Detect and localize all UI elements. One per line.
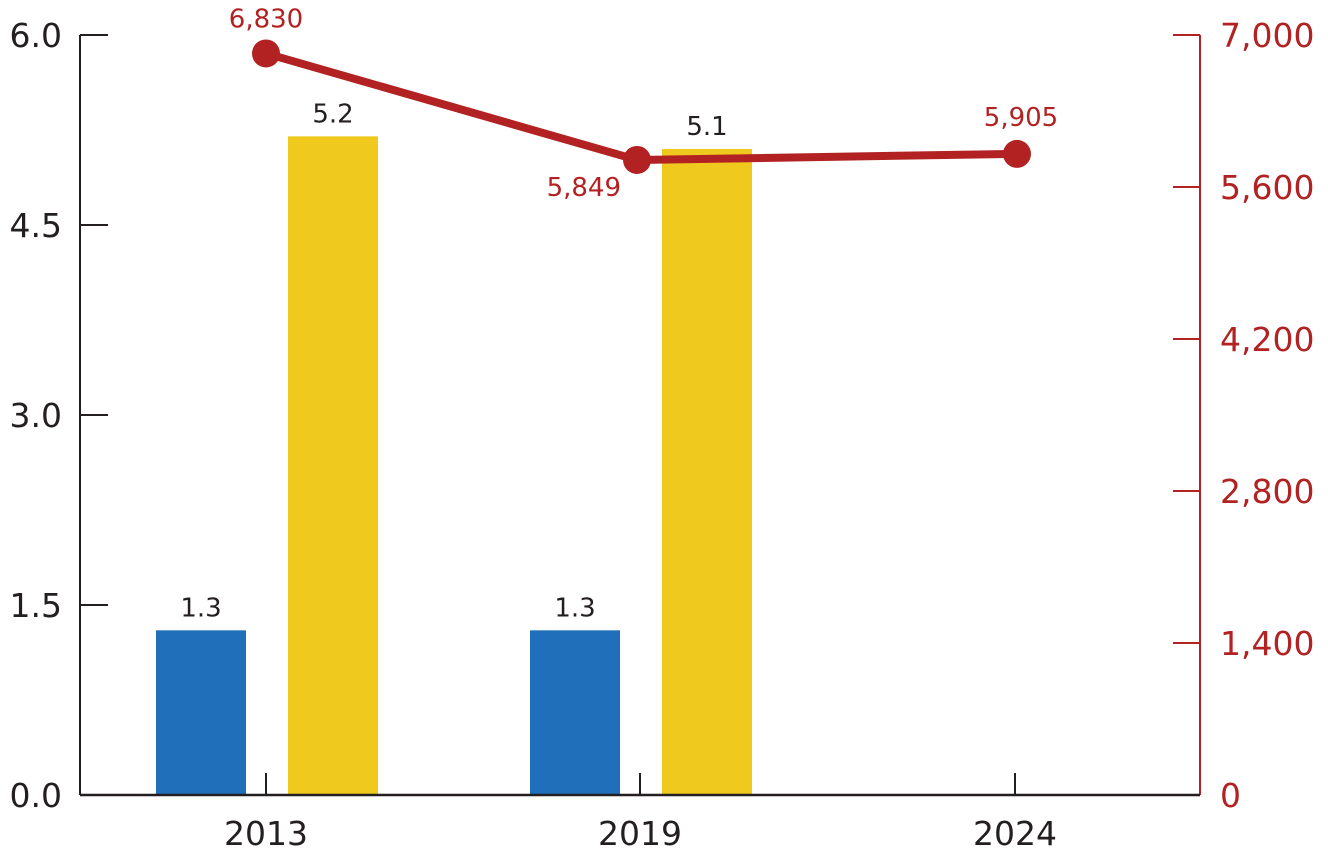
bar-value-label: 1.3 (180, 593, 221, 623)
line-layer (252, 39, 1031, 174)
line-value-label: 5,905 (984, 103, 1058, 133)
bar-value-label: 5.1 (686, 112, 727, 142)
bar-blue-2019 (530, 630, 620, 795)
right-axis-tick-label: 2,800 (1220, 472, 1314, 511)
right-axis-tick-label: 7,000 (1220, 16, 1314, 55)
right-axis-tick-label: 1,400 (1220, 624, 1314, 663)
x-axis-tick-label: 2013 (224, 814, 308, 853)
bar-blue-2013 (156, 630, 246, 795)
line-value-label: 5,849 (547, 173, 621, 203)
bar-value-label: 1.3 (554, 593, 595, 623)
line-point-marker (1003, 139, 1031, 168)
line-point-marker (623, 145, 651, 174)
line-value-label: 6,830 (229, 4, 303, 34)
x-axis-tick-label: 2024 (973, 814, 1057, 853)
line-point-marker (252, 39, 280, 68)
line-series-path (262, 49, 1021, 164)
bar-value-label: 5.2 (312, 99, 353, 129)
left-axis-tick-label: 0.0 (10, 776, 62, 815)
bar-yellow-2013 (288, 136, 378, 796)
right-axis-tick-label: 5,600 (1220, 168, 1314, 207)
bars-layer (156, 136, 752, 796)
x-axis-tick-label: 2019 (598, 814, 682, 853)
left-axis-tick-label: 3.0 (10, 396, 62, 435)
left-axis-tick-label: 6.0 (10, 16, 62, 55)
left-axis-tick-label: 1.5 (10, 586, 62, 625)
labels-layer: 1.3 1.3 5.2 5.1 6,830 5,849 5,905 (180, 4, 1058, 623)
left-axis-tick-label: 4.5 (10, 206, 62, 245)
right-axis-tick-label: 4,200 (1220, 320, 1314, 359)
axes-layer: 0.0 1.5 3.0 4.5 6.0 0 1,400 2,800 4,200 5,600 7,00… (10, 16, 1315, 853)
bar-yellow-2019 (662, 149, 752, 795)
right-axis-tick-label: 0 (1220, 776, 1241, 815)
